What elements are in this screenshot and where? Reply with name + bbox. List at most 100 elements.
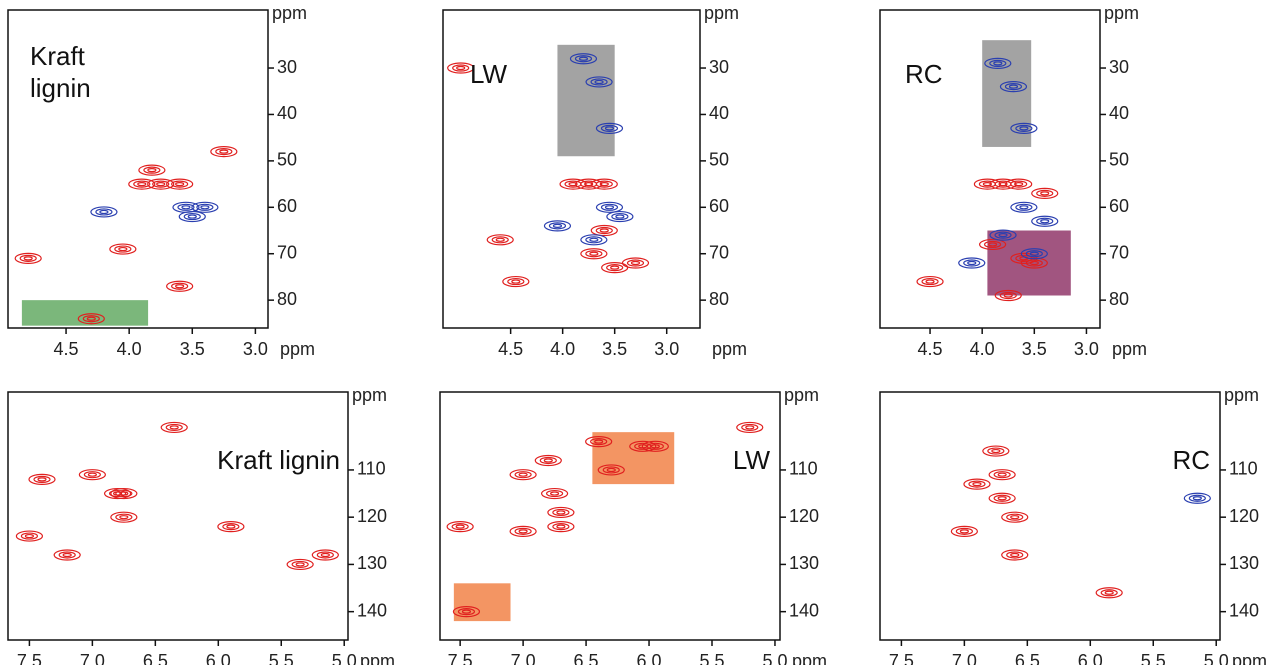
peak <box>994 289 1022 302</box>
peak <box>311 549 339 561</box>
contour-ring <box>507 277 525 286</box>
contour-ring <box>984 57 1012 69</box>
contour-ring <box>994 231 1012 239</box>
panel: 4.5 4.0 3.5 3.0 ppm 30 40 50 60 70 80 ppm LW <box>442 3 747 359</box>
contour-ring <box>556 510 566 515</box>
panel: 4.5 4.0 3.5 3.0 ppm 30 40 50 60 70 80 ppm Kraft lign… <box>7 3 315 359</box>
y-tick-label: 60 <box>1109 196 1129 216</box>
panel-title: Kraft lignin <box>217 445 340 475</box>
peak <box>109 243 137 255</box>
contour-ring <box>138 164 166 176</box>
contour-ring <box>594 439 604 444</box>
panel-title: LW <box>470 59 508 89</box>
x-tick-label: 3.5 <box>180 339 205 359</box>
contour-ring <box>15 530 44 542</box>
y-tick-label: 80 <box>1109 289 1129 309</box>
y-axis-label: ppm <box>1104 3 1139 23</box>
contour-ring <box>226 524 236 529</box>
peak <box>547 506 575 519</box>
contour-ring <box>1008 84 1019 89</box>
contour-ring <box>601 262 629 274</box>
contour-ring <box>128 178 156 190</box>
x-tick-label: 3.0 <box>1074 339 1099 359</box>
panel-title-box: RC <box>1172 445 1210 475</box>
highlight-region <box>21 300 149 326</box>
peak <box>1001 511 1029 523</box>
x-tick-label: 4.5 <box>918 339 943 359</box>
peak <box>979 238 1007 251</box>
contour-ring <box>641 440 669 452</box>
peak <box>540 487 569 500</box>
contour-ring <box>181 205 191 210</box>
y-tick-label: 120 <box>789 506 819 526</box>
contour-ring <box>1036 217 1054 225</box>
x-axis-label: ppm <box>792 651 827 665</box>
contour-ring <box>1192 496 1202 501</box>
contour-ring <box>595 122 624 134</box>
contour-ring <box>509 525 537 537</box>
y-tick-label: 130 <box>357 553 387 573</box>
y-axis-label: ppm <box>784 385 819 405</box>
contour-ring <box>1015 124 1033 132</box>
contour-ring <box>77 313 105 325</box>
contour-ring <box>968 480 986 488</box>
contour-ring <box>518 472 528 477</box>
contour-ring <box>511 279 521 284</box>
contour-ring <box>33 475 51 483</box>
x-tick-label: 3.5 <box>602 339 627 359</box>
panel: 7.5 7.0 6.5 6.0 5.5 5.0 ppm110120130140ppmKraf… <box>7 385 395 665</box>
contour-ring <box>569 53 598 65</box>
contour-ring <box>452 606 481 618</box>
contour-ring <box>518 529 528 534</box>
peak <box>110 511 138 523</box>
contour-ring <box>998 181 1008 187</box>
peak <box>1010 201 1038 213</box>
contour-ring <box>741 423 759 432</box>
contour-ring <box>20 532 39 540</box>
contour-ring <box>1031 187 1059 199</box>
contour-ring <box>143 166 161 174</box>
peak <box>916 275 944 288</box>
peak <box>590 224 618 237</box>
contour-ring <box>999 80 1028 93</box>
contour-ring <box>552 523 570 531</box>
contour-ring <box>552 508 570 517</box>
peak <box>191 201 219 213</box>
peak <box>1001 549 1029 561</box>
y-tick-label: 140 <box>789 600 819 620</box>
peak <box>973 178 1001 190</box>
contour-ring <box>600 203 619 211</box>
x-axis-label: ppm <box>360 651 395 665</box>
peak <box>559 178 587 190</box>
contour-ring <box>82 315 100 323</box>
contour-ring <box>547 506 575 519</box>
y-tick-label: 70 <box>1109 242 1129 262</box>
contour-ring <box>28 473 56 485</box>
panel: 4.5 4.0 3.5 3.0 ppm 30 40 50 60 70 80 ppm RC <box>879 3 1147 359</box>
contour-ring <box>316 551 334 559</box>
y-axis-label: ppm <box>272 3 307 23</box>
plot-area <box>916 40 1071 302</box>
contour-ring <box>1010 552 1020 558</box>
contour-ring <box>979 238 1007 251</box>
contour-ring <box>133 180 151 188</box>
peak <box>547 521 575 533</box>
contour-ring <box>991 448 1001 454</box>
peak <box>569 53 598 65</box>
contour-ring <box>83 471 101 479</box>
y-tick-label: 70 <box>709 242 729 262</box>
y-tick-label: 30 <box>1109 57 1129 77</box>
x-tick-label: 6.0 <box>206 651 231 665</box>
panel-title: RC <box>905 59 943 89</box>
contour-ring <box>1025 250 1043 258</box>
contour-ring <box>514 527 532 535</box>
contour-ring <box>191 201 219 213</box>
x-tick-label: 3.0 <box>654 339 679 359</box>
contour-ring <box>963 259 981 267</box>
peak <box>78 469 106 481</box>
panel-title: Kraft lignin <box>30 41 91 103</box>
contour-ring <box>446 521 474 533</box>
contour-ring <box>311 549 339 561</box>
